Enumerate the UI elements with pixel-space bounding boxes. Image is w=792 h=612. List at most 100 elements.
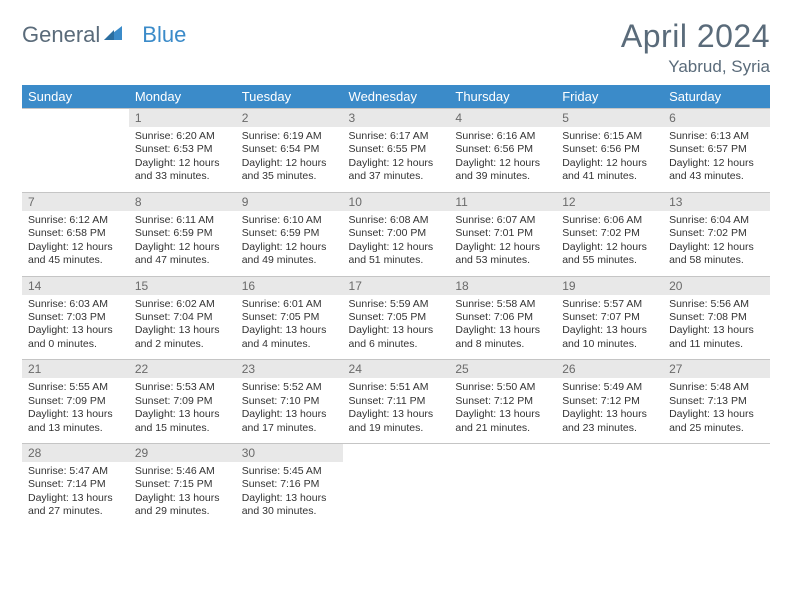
week-details-row: Sunrise: 6:03 AMSunset: 7:03 PMDaylight:…: [22, 295, 770, 360]
sunrise-line: Sunrise: 5:50 AM: [455, 381, 550, 394]
daylight-line-1: Daylight: 12 hours: [455, 157, 550, 170]
daylight-line-1: Daylight: 12 hours: [669, 157, 764, 170]
day-number: [343, 444, 450, 463]
location-label: Yabrud, Syria: [621, 57, 770, 77]
daylight-line-1: Daylight: 12 hours: [349, 157, 444, 170]
day-cell: Sunrise: 6:07 AMSunset: 7:01 PMDaylight:…: [449, 211, 556, 276]
daylight-line-1: Daylight: 13 hours: [28, 492, 123, 505]
day-number: 9: [236, 192, 343, 211]
daylight-line-1: Daylight: 13 hours: [349, 408, 444, 421]
day-number: 13: [663, 192, 770, 211]
sunset-line: Sunset: 6:54 PM: [242, 143, 337, 156]
day-number: 29: [129, 444, 236, 463]
daylight-line-2: and 10 minutes.: [562, 338, 657, 351]
daylight-line-1: Daylight: 13 hours: [242, 492, 337, 505]
daylight-line-1: Daylight: 12 hours: [562, 157, 657, 170]
daylight-line-1: Daylight: 13 hours: [242, 324, 337, 337]
daylight-line-2: and 55 minutes.: [562, 254, 657, 267]
day-cell: Sunrise: 5:49 AMSunset: 7:12 PMDaylight:…: [556, 378, 663, 443]
day-cell: Sunrise: 6:10 AMSunset: 6:59 PMDaylight:…: [236, 211, 343, 276]
daylight-line-1: Daylight: 12 hours: [242, 157, 337, 170]
sunrise-line: Sunrise: 5:46 AM: [135, 465, 230, 478]
daylight-line-2: and 4 minutes.: [242, 338, 337, 351]
day-cell: Sunrise: 5:58 AMSunset: 7:06 PMDaylight:…: [449, 295, 556, 360]
sunset-line: Sunset: 6:58 PM: [28, 227, 123, 240]
daylight-line-2: and 51 minutes.: [349, 254, 444, 267]
daylight-line-2: and 21 minutes.: [455, 422, 550, 435]
day-number: 17: [343, 276, 450, 295]
day-cell: Sunrise: 6:01 AMSunset: 7:05 PMDaylight:…: [236, 295, 343, 360]
sunrise-line: Sunrise: 6:16 AM: [455, 130, 550, 143]
daylight-line-2: and 43 minutes.: [669, 170, 764, 183]
days-of-week-row: Sunday Monday Tuesday Wednesday Thursday…: [22, 85, 770, 109]
day-number: 27: [663, 360, 770, 379]
sunset-line: Sunset: 7:11 PM: [349, 395, 444, 408]
sunrise-line: Sunrise: 6:11 AM: [135, 214, 230, 227]
day-cell: Sunrise: 6:19 AMSunset: 6:54 PMDaylight:…: [236, 127, 343, 192]
daylight-line-2: and 19 minutes.: [349, 422, 444, 435]
sunrise-line: Sunrise: 6:10 AM: [242, 214, 337, 227]
sunset-line: Sunset: 7:15 PM: [135, 478, 230, 491]
dow-sunday: Sunday: [22, 85, 129, 109]
day-number: 12: [556, 192, 663, 211]
daylight-line-2: and 45 minutes.: [28, 254, 123, 267]
day-cell: Sunrise: 6:16 AMSunset: 6:56 PMDaylight:…: [449, 127, 556, 192]
title-block: April 2024 Yabrud, Syria: [621, 18, 770, 77]
week-daynum-row: 123456: [22, 109, 770, 128]
daylight-line-2: and 37 minutes.: [349, 170, 444, 183]
sunrise-line: Sunrise: 5:58 AM: [455, 298, 550, 311]
daylight-line-2: and 27 minutes.: [28, 505, 123, 518]
sunrise-line: Sunrise: 5:48 AM: [669, 381, 764, 394]
day-cell: [449, 462, 556, 527]
dow-monday: Monday: [129, 85, 236, 109]
daylight-line-2: and 35 minutes.: [242, 170, 337, 183]
day-number: 18: [449, 276, 556, 295]
dow-tuesday: Tuesday: [236, 85, 343, 109]
daylight-line-1: Daylight: 13 hours: [455, 324, 550, 337]
day-cell: Sunrise: 5:55 AMSunset: 7:09 PMDaylight:…: [22, 378, 129, 443]
daylight-line-1: Daylight: 13 hours: [669, 324, 764, 337]
day-cell: [556, 462, 663, 527]
daylight-line-1: Daylight: 12 hours: [455, 241, 550, 254]
day-number: 24: [343, 360, 450, 379]
day-number: 19: [556, 276, 663, 295]
sunrise-line: Sunrise: 6:04 AM: [669, 214, 764, 227]
daylight-line-2: and 17 minutes.: [242, 422, 337, 435]
week-daynum-row: 282930: [22, 444, 770, 463]
daylight-line-2: and 33 minutes.: [135, 170, 230, 183]
sunset-line: Sunset: 7:08 PM: [669, 311, 764, 324]
sunset-line: Sunset: 6:56 PM: [455, 143, 550, 156]
sunset-line: Sunset: 7:03 PM: [28, 311, 123, 324]
sunrise-line: Sunrise: 5:53 AM: [135, 381, 230, 394]
daylight-line-1: Daylight: 13 hours: [28, 324, 123, 337]
day-cell: Sunrise: 6:03 AMSunset: 7:03 PMDaylight:…: [22, 295, 129, 360]
day-cell: Sunrise: 5:48 AMSunset: 7:13 PMDaylight:…: [663, 378, 770, 443]
daylight-line-2: and 53 minutes.: [455, 254, 550, 267]
sunset-line: Sunset: 6:57 PM: [669, 143, 764, 156]
brand-part2: Blue: [142, 22, 186, 48]
day-cell: Sunrise: 5:59 AMSunset: 7:05 PMDaylight:…: [343, 295, 450, 360]
sunset-line: Sunset: 7:13 PM: [669, 395, 764, 408]
daylight-line-1: Daylight: 12 hours: [349, 241, 444, 254]
day-cell: Sunrise: 6:15 AMSunset: 6:56 PMDaylight:…: [556, 127, 663, 192]
daylight-line-2: and 6 minutes.: [349, 338, 444, 351]
day-number: 26: [556, 360, 663, 379]
sunset-line: Sunset: 6:56 PM: [562, 143, 657, 156]
daylight-line-2: and 41 minutes.: [562, 170, 657, 183]
sunset-line: Sunset: 7:12 PM: [562, 395, 657, 408]
daylight-line-1: Daylight: 12 hours: [562, 241, 657, 254]
day-number: 20: [663, 276, 770, 295]
sunset-line: Sunset: 7:09 PM: [135, 395, 230, 408]
daylight-line-1: Daylight: 13 hours: [455, 408, 550, 421]
day-number: 21: [22, 360, 129, 379]
sunrise-line: Sunrise: 6:15 AM: [562, 130, 657, 143]
brand-part1: General: [22, 22, 100, 48]
day-cell: Sunrise: 6:11 AMSunset: 6:59 PMDaylight:…: [129, 211, 236, 276]
daylight-line-2: and 58 minutes.: [669, 254, 764, 267]
sunset-line: Sunset: 7:04 PM: [135, 311, 230, 324]
daylight-line-2: and 13 minutes.: [28, 422, 123, 435]
sunrise-line: Sunrise: 6:08 AM: [349, 214, 444, 227]
daylight-line-1: Daylight: 13 hours: [135, 492, 230, 505]
sunset-line: Sunset: 7:05 PM: [349, 311, 444, 324]
day-cell: Sunrise: 5:46 AMSunset: 7:15 PMDaylight:…: [129, 462, 236, 527]
